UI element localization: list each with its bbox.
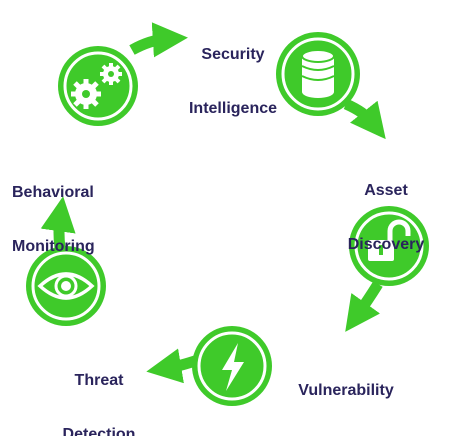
lightning-node xyxy=(192,326,272,406)
gears-icon xyxy=(71,63,122,109)
padlock-node xyxy=(349,206,429,286)
arrow-gears-to-security-intelligence xyxy=(129,22,188,58)
lightning-bolt-icon xyxy=(222,343,244,391)
label-vulnerability-assessment-line1: Vulnerability xyxy=(298,382,394,399)
arrow-database-to-asset-discovery xyxy=(343,98,386,140)
label-security-intelligence-line2: Intelligence xyxy=(188,100,278,117)
label-threat-detection-line1: Threat xyxy=(74,372,124,389)
label-asset-discovery-line1: Asset xyxy=(364,182,408,199)
label-asset-discovery: Asset Discovery xyxy=(334,146,438,290)
arrow-eye-to-behavioral-monitoring xyxy=(40,196,76,249)
label-behavioral-monitoring-line1: Behavioral xyxy=(12,184,94,201)
label-threat-detection-line2: Detection xyxy=(62,426,136,436)
unlocked-padlock-icon xyxy=(368,219,411,261)
label-behavioral-monitoring: Behavioral Monitoring xyxy=(12,148,122,292)
database-node xyxy=(276,32,360,116)
eye-icon xyxy=(37,272,95,300)
label-behavioral-monitoring-line2: Monitoring xyxy=(12,238,95,255)
gears-node xyxy=(58,46,138,126)
label-security-intelligence: Security Intelligence xyxy=(176,10,290,154)
label-asset-discovery-line2: Discovery xyxy=(347,236,425,253)
arrow-padlock-to-vulnerability-assessment xyxy=(345,281,383,332)
eye-node xyxy=(26,246,106,326)
label-security-intelligence-line1: Security xyxy=(201,46,265,63)
label-vulnerability-assessment: Vulnerability Assessment xyxy=(286,346,406,436)
label-threat-detection: Threat Detection xyxy=(44,336,154,436)
database-icon xyxy=(301,49,335,98)
